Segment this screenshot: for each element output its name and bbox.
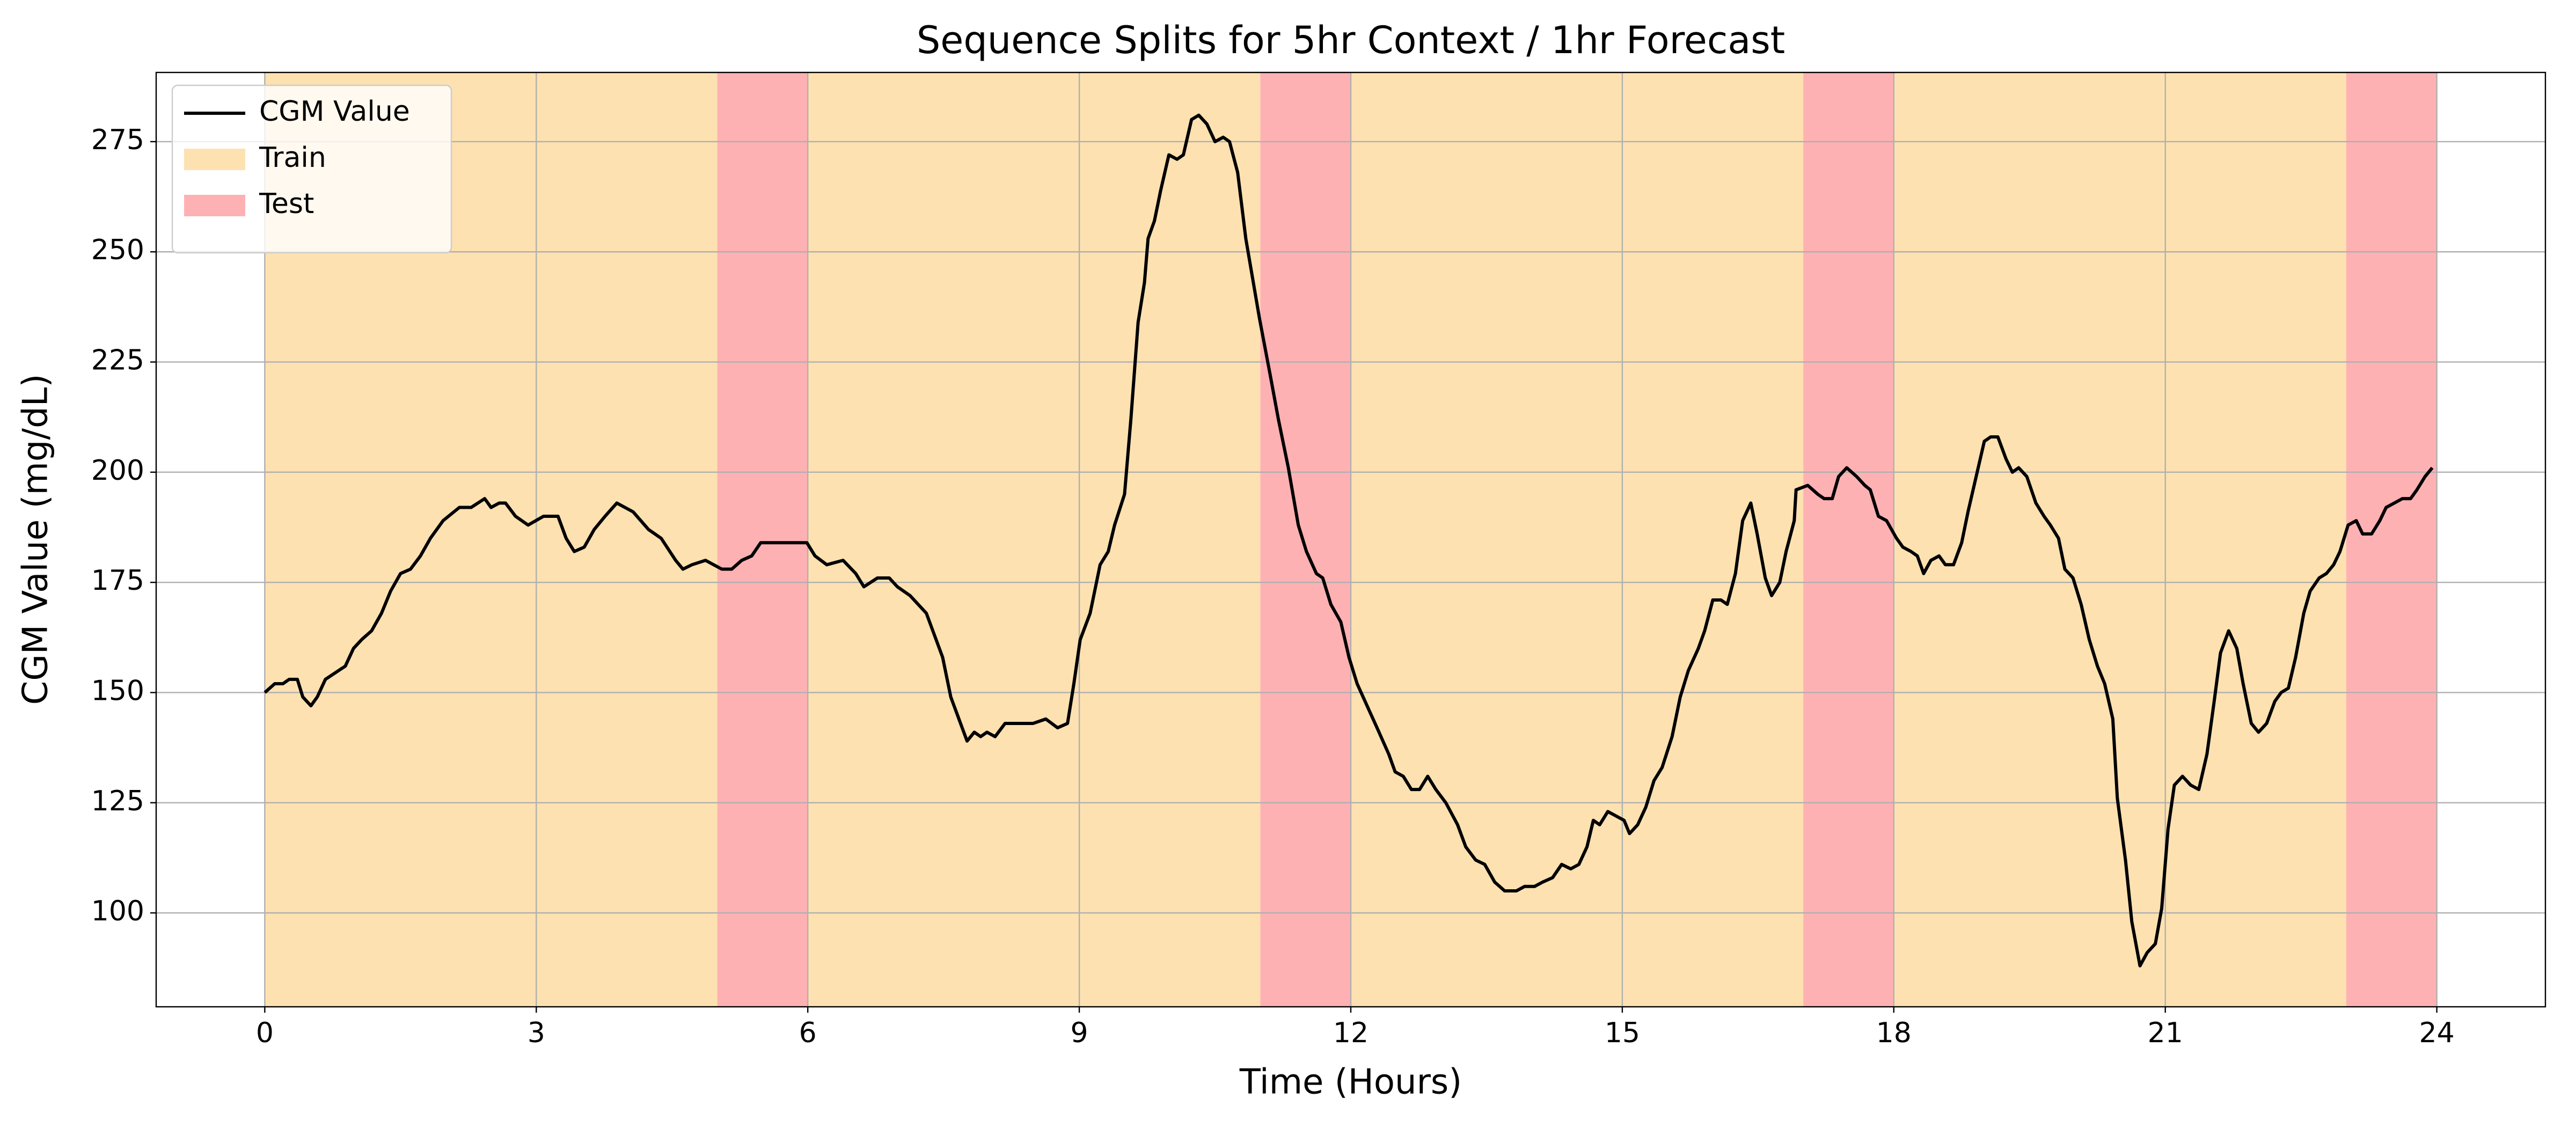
chart-title: Sequence Splits for 5hr Context / 1hr Fo… xyxy=(917,18,1785,62)
x-tick-label: 21 xyxy=(2148,1017,2183,1049)
axes-frame xyxy=(155,71,2546,1008)
span xyxy=(2346,72,2437,1007)
grid xyxy=(156,72,2545,1007)
y-tick-label: 175 xyxy=(91,565,144,597)
legend-label: Test xyxy=(259,188,314,220)
legend-swatch xyxy=(184,195,245,216)
y-tick-label: 250 xyxy=(91,234,144,266)
y-tick-label: 200 xyxy=(91,455,144,487)
plot xyxy=(264,113,2434,968)
span xyxy=(1893,72,2346,1007)
x-tick-label: 24 xyxy=(2419,1017,2455,1049)
y-tick-label: 100 xyxy=(91,895,144,927)
span xyxy=(1260,72,1351,1007)
x-tick-label: 15 xyxy=(1605,1017,1640,1049)
y-tick-label: 150 xyxy=(91,675,144,707)
x-tick-label: 12 xyxy=(1333,1017,1368,1049)
span xyxy=(717,72,808,1007)
x-axis-label: Time (Hours) xyxy=(1239,1063,1462,1102)
axes: 0 3 6 9 12 15 18 21 24 100 125 150 175 200 225 250 275 xyxy=(91,71,2546,1049)
y-tick-label: 275 xyxy=(91,124,144,156)
legend-swatch xyxy=(184,149,245,170)
y-axis-label: CGM Value (mg/dL) xyxy=(16,374,56,705)
legend-label: CGM Value xyxy=(259,96,410,128)
legend: CGM Value Train Test xyxy=(171,84,452,254)
y-tick-label: 125 xyxy=(91,785,144,817)
x-tick-label: 6 xyxy=(799,1017,817,1049)
span xyxy=(1351,72,1804,1007)
line xyxy=(264,113,2434,968)
spans xyxy=(265,72,2437,1007)
x-tick-label: 0 xyxy=(256,1017,274,1049)
span xyxy=(808,72,1261,1007)
x-tick-label: 9 xyxy=(1071,1017,1088,1049)
x-tick-label: 18 xyxy=(1876,1017,1912,1049)
x-tick-label: 3 xyxy=(528,1017,545,1049)
legend-label: Train xyxy=(259,142,326,174)
span xyxy=(1803,72,1894,1007)
y-tick-label: 225 xyxy=(91,345,144,377)
